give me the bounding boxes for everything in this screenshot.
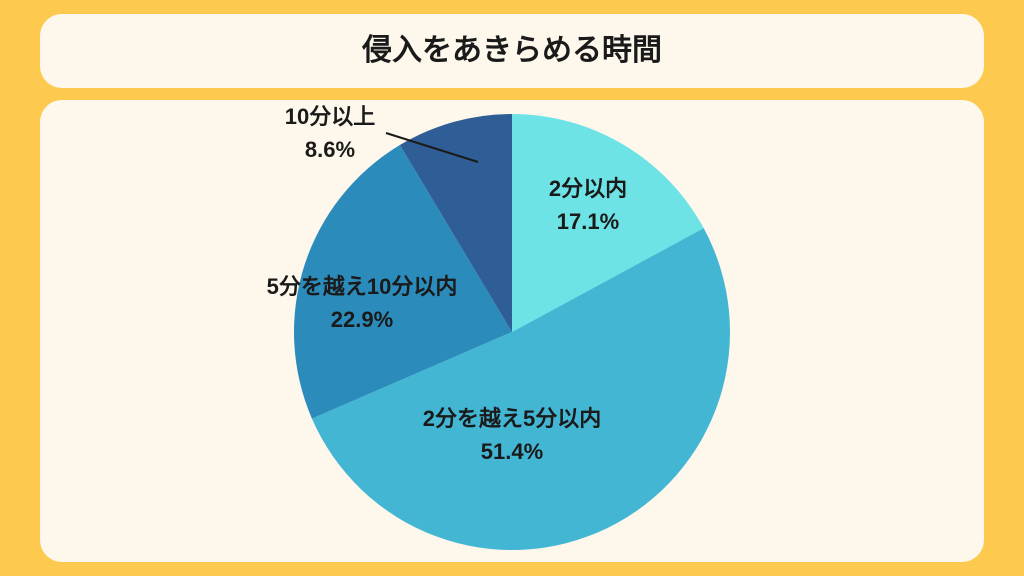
title-box: [40, 14, 984, 88]
pie-slice: [399, 114, 512, 332]
leader-line: [385, 132, 479, 163]
slice-label: 2分以内: [549, 176, 627, 201]
slice-value-label: 8.6%: [305, 137, 355, 162]
chart-title: 侵入をあきらめる時間: [361, 34, 662, 67]
slice-label: 10分以上: [285, 104, 375, 129]
slice-value-label: 22.9%: [331, 307, 393, 332]
pie-slice: [293, 145, 512, 419]
slice-label: 5分を越え10分以内: [267, 274, 458, 299]
slice-value-label: 17.1%: [557, 209, 619, 234]
slice-label: 2分を越え5分以内: [423, 406, 601, 431]
slice-value-label: 51.4%: [481, 439, 543, 464]
pie-slice: [512, 114, 704, 332]
pie-slice: [311, 228, 731, 551]
